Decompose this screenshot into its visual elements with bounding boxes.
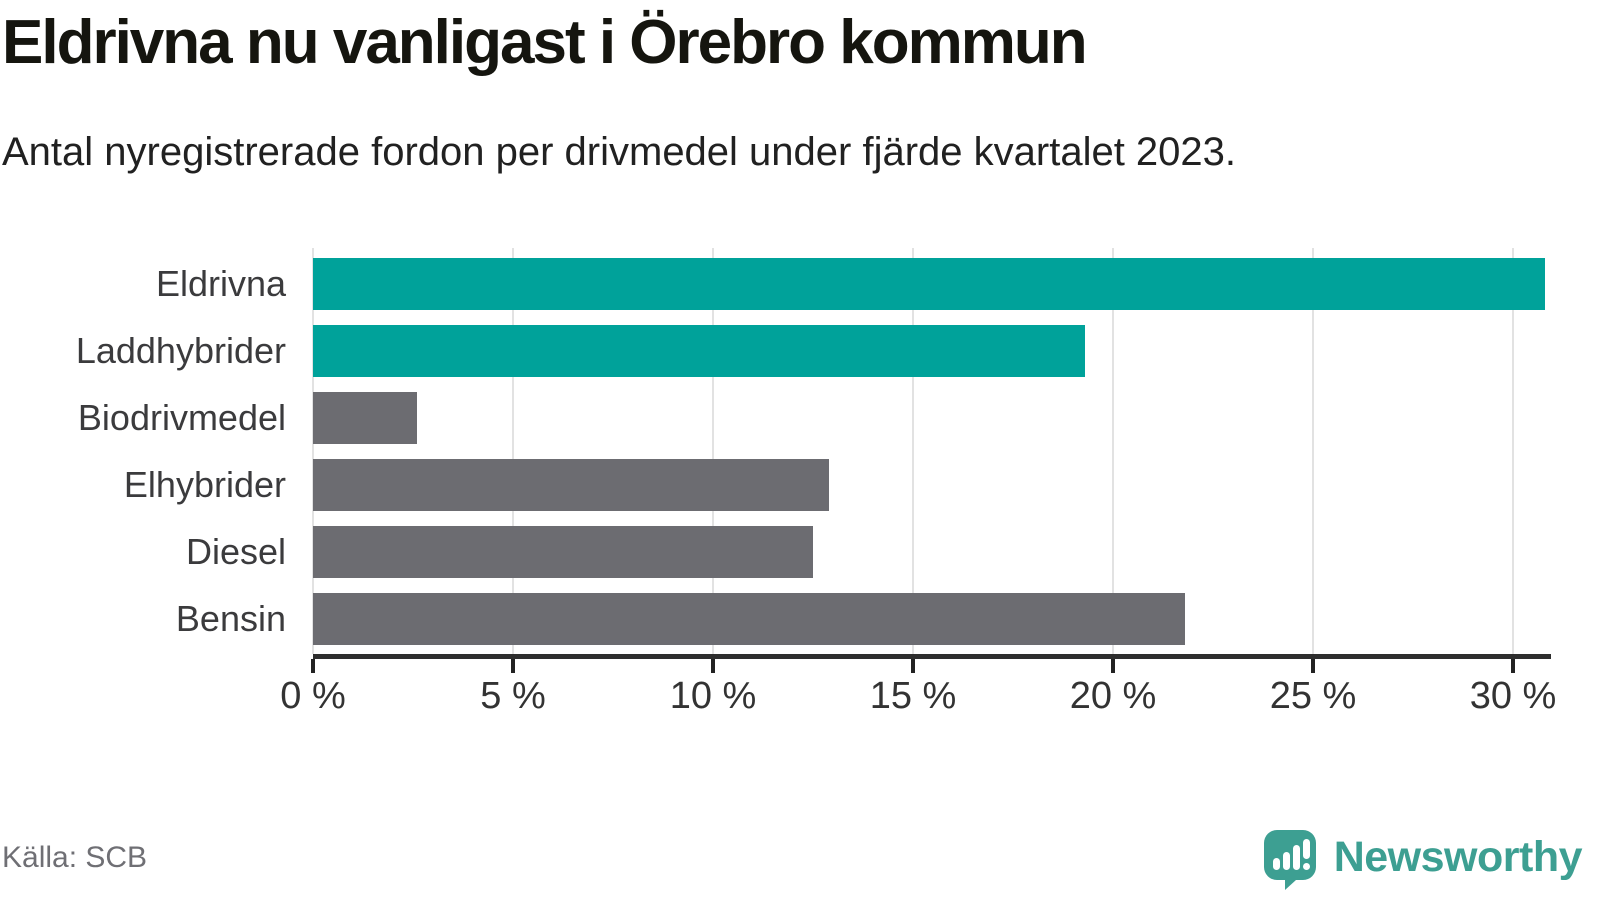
category-label: Eldrivna [155, 263, 286, 304]
bar-bensin [313, 593, 1185, 645]
gridline-0 [312, 248, 314, 654]
x-tick-label: 5 % [480, 675, 546, 717]
category-label: Biodrivmedel [77, 397, 286, 438]
gridline-20 [1112, 248, 1114, 654]
x-tick-10 [711, 659, 715, 673]
x-tick-label: 25 % [1269, 675, 1357, 717]
category-label: Bensin [175, 598, 286, 639]
category-label: Elhybrider [123, 464, 286, 505]
x-tick-label: 10 % [669, 675, 757, 717]
newsworthy-pin-barchart-icon [1263, 830, 1316, 890]
x-tick-30 [1511, 659, 1515, 673]
category-label: Diesel [185, 531, 286, 572]
brand-name: Newsworthy [1333, 832, 1583, 881]
bar-eldrivna [313, 258, 1545, 310]
x-tick-25 [1311, 659, 1315, 673]
source-note: Källa: SCB [2, 841, 148, 874]
bar-biodrivmedel [313, 392, 417, 444]
x-axis-line [313, 654, 1551, 659]
x-tick-15 [911, 659, 915, 673]
x-tick-label: 0 % [280, 675, 346, 717]
x-tick-label: 30 % [1469, 675, 1557, 717]
x-tick-5 [511, 659, 515, 673]
gridline-25 [1312, 248, 1314, 654]
brand-lockup: Newsworthy [1263, 830, 1583, 890]
gridline-5 [512, 248, 514, 654]
chart-subtitle: Antal nyregistrerade fordon per drivmede… [2, 130, 1237, 174]
x-tick-label: 20 % [1069, 675, 1157, 717]
bar-laddhybrider [313, 325, 1085, 377]
x-tick-label: 15 % [869, 675, 957, 717]
gridline-30 [1512, 248, 1514, 654]
bar-diesel [313, 526, 813, 578]
x-tick-0 [311, 659, 315, 673]
chart-title: Eldrivna nu vanligast i Örebro kommun [2, 8, 1088, 77]
gridline-15 [912, 248, 914, 654]
gridline-10 [712, 248, 714, 654]
x-tick-20 [1111, 659, 1115, 673]
category-label: Laddhybrider [75, 330, 286, 371]
bar-elhybrider [313, 459, 829, 511]
